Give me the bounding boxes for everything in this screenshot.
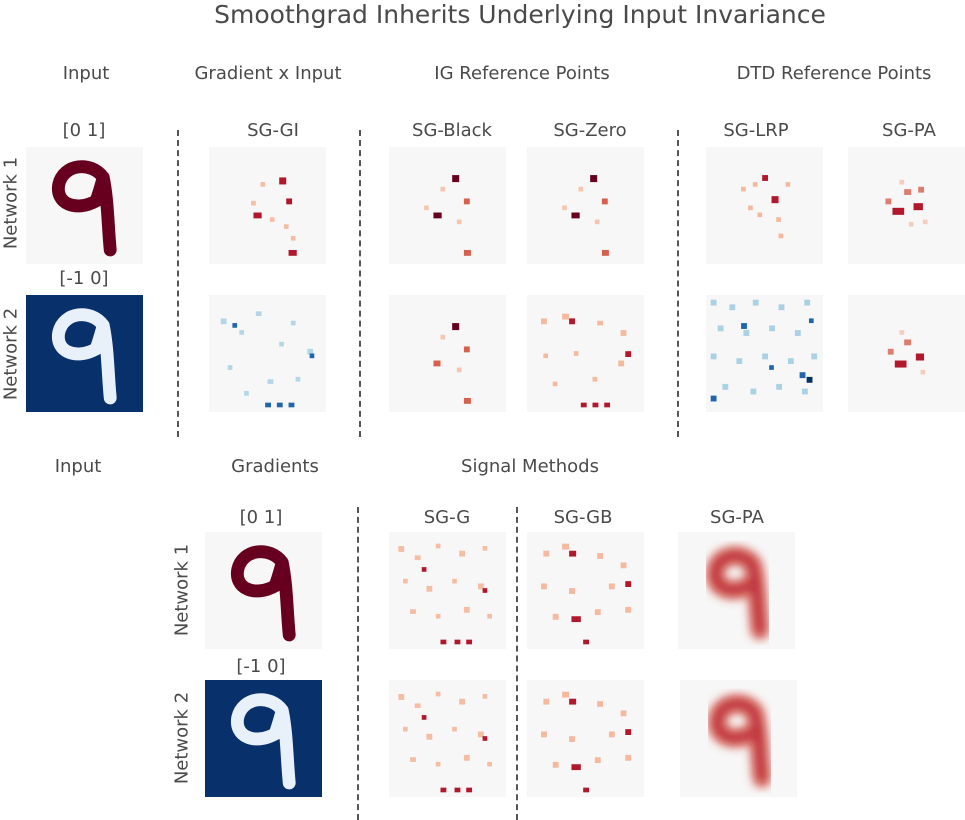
bottom-range-label-net1: [0 1]	[239, 507, 283, 528]
bottom-heatmap-sg-gb-net1	[527, 532, 644, 649]
top-column-sg-gi: SG-GI	[247, 120, 299, 141]
top-range-label-net2: [-1 0]	[59, 268, 109, 289]
top-heatmap-sg-pa-net1	[848, 147, 965, 264]
top-heatmap-sg-lrp-net1	[706, 147, 823, 264]
top-column-sg-lrp: SG-LRP	[723, 120, 789, 141]
bottom-separator-2	[516, 507, 518, 820]
top-separator-1	[177, 130, 179, 437]
top-heatmap-sg-zero-net1	[527, 147, 644, 264]
top-range-label-net1: [0 1]	[62, 120, 106, 141]
top-row-label-network-1: Network 1	[0, 156, 22, 250]
bottom-header-signal-methods: Signal Methods	[461, 456, 599, 477]
bottom-column-sg-g: SG-G	[423, 507, 471, 528]
bottom-heatmap-sg-pa-net2	[680, 680, 797, 797]
figure-title: Smoothgrad Inherits Underlying Input Inv…	[214, 0, 826, 29]
bottom-heatmap-sg-g-net2	[389, 680, 506, 797]
top-column-sg-zero: SG-Zero	[553, 120, 627, 141]
top-header-gradient-x-input: Gradient x Input	[194, 63, 342, 84]
bottom-heatmap-sg-pa-net1	[678, 532, 795, 649]
bottom-header-input: Input	[54, 456, 102, 477]
bottom-input-digit-net2	[205, 680, 322, 797]
top-separator-3	[677, 130, 679, 437]
top-column-sg-black: SG-Black	[412, 120, 492, 141]
top-separator-2	[359, 130, 361, 437]
bottom-column-sg-pa: SG-PA	[710, 507, 764, 528]
top-heatmap-sg-black-net2	[389, 295, 506, 412]
top-input-digit-net1	[26, 147, 143, 264]
top-row-label-network-2: Network 2	[0, 307, 22, 401]
top-input-digit-net2	[26, 295, 143, 412]
top-heatmap-sg-zero-net2	[527, 295, 644, 412]
bottom-column-sg-gb: SG-GB	[553, 507, 613, 528]
top-heatmap-sg-black-net1	[389, 147, 506, 264]
top-column-sg-pa: SG-PA	[882, 120, 936, 141]
top-header-ig-reference-points: IG Reference Points	[434, 63, 610, 84]
bottom-heatmap-sg-gb-net2	[527, 680, 644, 797]
bottom-input-digit-net1	[205, 532, 322, 649]
top-heatmap-sg-gi-net1	[209, 147, 326, 264]
top-heatmap-sg-gi-net2	[209, 295, 326, 412]
bottom-row-label-network-2: Network 2	[171, 691, 193, 785]
bottom-range-label-net2: [-1 0]	[236, 656, 286, 677]
top-header-input: Input	[62, 63, 110, 84]
top-heatmap-sg-pa-net2	[848, 295, 965, 412]
top-header-dtd-reference-points: DTD Reference Points	[736, 63, 932, 84]
top-heatmap-sg-lrp-net2	[706, 295, 823, 412]
bottom-heatmap-sg-g-net1	[389, 532, 506, 649]
bottom-row-label-network-1: Network 1	[171, 543, 193, 637]
bottom-separator-1	[357, 507, 359, 820]
bottom-header-gradients: Gradients	[231, 456, 319, 477]
